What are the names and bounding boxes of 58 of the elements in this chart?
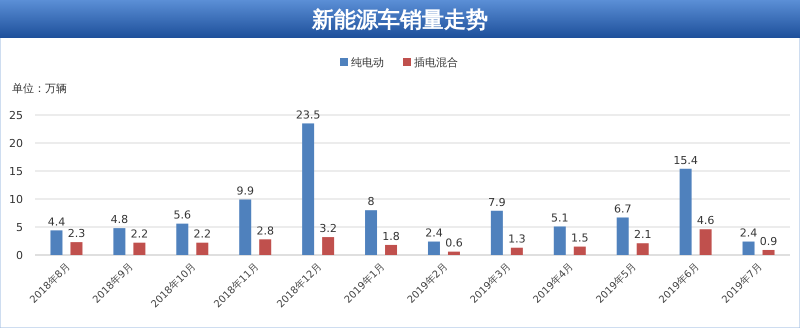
data-label: 0.9 bbox=[760, 234, 778, 248]
data-label: 1.5 bbox=[571, 232, 589, 245]
y-tick-label: 5 bbox=[16, 221, 23, 234]
bar bbox=[70, 242, 82, 255]
bar bbox=[113, 228, 126, 255]
data-label: 2.4 bbox=[740, 226, 758, 240]
data-label: 8 bbox=[368, 195, 375, 208]
data-label: 4.6 bbox=[696, 214, 714, 228]
bar bbox=[133, 242, 146, 255]
bar bbox=[302, 123, 314, 255]
data-label: 23.5 bbox=[296, 108, 320, 122]
legend-label: 纯电动 bbox=[351, 56, 384, 69]
data-label: 2.1 bbox=[634, 228, 652, 242]
y-tick-label: 15 bbox=[9, 165, 23, 178]
data-label: 7.9 bbox=[488, 196, 506, 209]
data-label: 6.7 bbox=[614, 202, 632, 216]
y-tick-label: 10 bbox=[9, 193, 23, 206]
bar bbox=[636, 243, 649, 255]
data-label: 4.4 bbox=[48, 215, 66, 228]
data-label: 9.9 bbox=[236, 184, 254, 198]
text: 单位：万辆 bbox=[12, 82, 67, 95]
data-label: 2.2 bbox=[130, 228, 148, 241]
data-label: 5.6 bbox=[174, 208, 192, 222]
data-label: 2.3 bbox=[68, 227, 86, 240]
bar bbox=[762, 250, 775, 255]
bar bbox=[196, 242, 208, 255]
bar bbox=[365, 210, 378, 255]
data-label: 4.8 bbox=[110, 213, 128, 226]
bar bbox=[490, 210, 503, 255]
data-label: 15.4 bbox=[673, 154, 698, 167]
bar bbox=[510, 248, 523, 255]
bar bbox=[742, 242, 755, 255]
y-tick-label: 0 bbox=[16, 249, 23, 262]
bar bbox=[385, 244, 398, 255]
data-label: 3.2 bbox=[319, 222, 337, 236]
bar bbox=[680, 168, 692, 255]
bar bbox=[176, 224, 188, 255]
data-label: 2.8 bbox=[256, 224, 274, 238]
chart-title: 新能源车销量走势 bbox=[311, 7, 488, 33]
bar bbox=[574, 246, 586, 255]
data-label: 0.6 bbox=[445, 236, 463, 250]
bar bbox=[700, 229, 712, 255]
data-label: 1.8 bbox=[382, 230, 400, 243]
bar bbox=[50, 230, 62, 255]
bar bbox=[448, 252, 460, 255]
data-label: 2.2 bbox=[194, 228, 212, 241]
bar bbox=[616, 217, 629, 255]
data-label: 2.4 bbox=[425, 226, 443, 240]
y-tick-label: 20 bbox=[9, 137, 23, 150]
bar bbox=[259, 239, 272, 255]
bar bbox=[554, 226, 566, 255]
bar bbox=[239, 200, 252, 255]
bar bbox=[428, 242, 440, 255]
y-tick-label: 25 bbox=[9, 109, 23, 122]
legend-label: 插电混合 bbox=[414, 56, 458, 69]
bar bbox=[322, 237, 334, 255]
data-label: 5.1 bbox=[551, 211, 569, 224]
data-label: 1.3 bbox=[508, 232, 526, 246]
